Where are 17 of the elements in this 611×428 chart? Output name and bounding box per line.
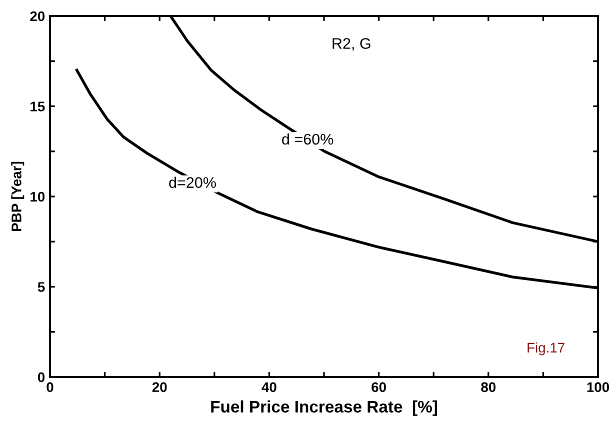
x-tick-label: 0	[46, 382, 54, 392]
y-tick-label: 5	[38, 282, 45, 292]
annotation: d=20%	[169, 176, 216, 188]
y-tick-label: 10	[30, 192, 45, 202]
y-axis-title: PBP [Year]	[11, 162, 24, 231]
y-tick-label: 20	[30, 11, 45, 22]
x-axis-title: Fuel Price Increase Rate [%]	[211, 400, 438, 416]
annotation: R2, G	[332, 38, 370, 51]
x-tick-label: 100	[587, 382, 610, 392]
y-tick-label: 15	[30, 102, 45, 112]
annotation: d =60%	[282, 133, 334, 145]
x-tick-label: 80	[481, 382, 496, 392]
x-tick-label: 40	[262, 382, 276, 392]
x-tick-label: 20	[152, 382, 167, 392]
y-tick-label: 0	[38, 372, 45, 382]
x-tick-label: 60	[372, 382, 386, 392]
annotation: Fig.17	[528, 342, 564, 356]
